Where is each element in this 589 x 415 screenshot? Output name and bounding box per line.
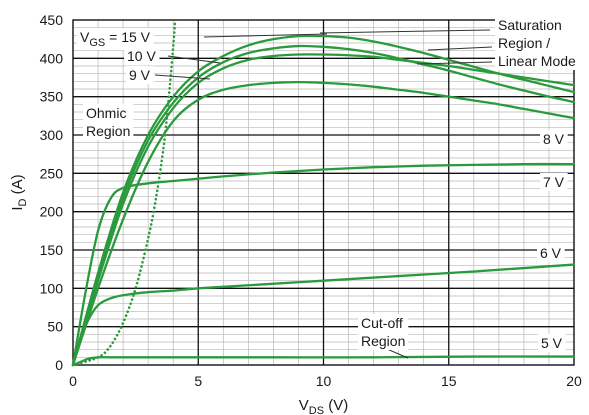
saturation-region-label: Saturation Region / Linear Mode (495, 16, 580, 70)
curve-label-9v-text: 9 V (129, 67, 151, 83)
x-tick-label: 5 (194, 373, 202, 389)
curve-label-5v: 5 V (538, 334, 566, 352)
y-tick-label: 450 (40, 12, 64, 28)
annotation-leader (167, 55, 221, 64)
x-tick-label: 15 (441, 373, 457, 389)
curve-label-6v: 6 V (537, 244, 565, 262)
curve-vgs-7v (71, 162, 576, 367)
y-tick-label: 50 (47, 319, 63, 335)
ohmic-region-label: Ohmic Region (83, 104, 134, 140)
curve-label-9v: 9 V (126, 66, 154, 84)
curve-vgs-9v (71, 53, 576, 367)
x-tick-label: 20 (566, 373, 582, 389)
y-axis-label: ID (A) (9, 174, 29, 210)
curve-label-7v: 7 V (540, 173, 568, 191)
ohmic-region-line-1: Ohmic (86, 105, 126, 121)
curve-label-vgs-15v: VGS = 15 V (80, 29, 151, 49)
annotation-leaders (154, 29, 493, 359)
plot-frame (72, 19, 575, 366)
y-tick-label: 0 (55, 357, 63, 373)
saturation-region-line-2: Region / (498, 35, 550, 51)
ohmic-region-line-2: Region (86, 123, 130, 139)
curve-label-8v-text: 8 V (543, 131, 565, 147)
y-tick-label: 200 (40, 204, 64, 220)
x-tick-label: 0 (69, 373, 77, 389)
y-tick-label: 300 (40, 127, 64, 143)
y-tick-label: 350 (40, 89, 64, 105)
major-grid (73, 20, 574, 365)
annotation-leader (416, 61, 493, 65)
x-tick-labels: 0 5 10 15 20 (69, 373, 582, 389)
curve-vgs-8v (71, 80, 576, 367)
curve-vgs-6v (71, 263, 576, 367)
saturation-region-line-3: Linear Mode (498, 53, 576, 69)
curve-label-7v-text: 7 V (543, 174, 565, 190)
curve-label-10v: 10 V (124, 47, 160, 65)
ohmic-saturation-boundary (71, 18, 177, 367)
cutoff-region-label: Cut-off Region (358, 314, 409, 350)
curve-vgs-10v (71, 44, 576, 367)
y-tick-label: 100 (40, 280, 64, 296)
y-tick-labels: 0 50 100 150 200 250 300 350 400 450 (40, 12, 64, 373)
y-tick-label: 400 (40, 50, 64, 66)
cutoff-region-line-2: Region (361, 333, 405, 349)
annotation-leader (154, 74, 211, 80)
x-tick-label: 10 (316, 373, 332, 389)
curve-label-8v: 8 V (540, 130, 568, 148)
cutoff-region-line-1: Cut-off (361, 315, 403, 331)
x-axis-label: VDS (V) (299, 397, 348, 415)
curve-label-5v-text: 5 V (541, 335, 563, 351)
curve-vgs-5v (71, 355, 576, 367)
annotation-leader (427, 46, 493, 51)
saturation-region-line-1: Saturation (498, 17, 562, 33)
curve-label-10v-text: 10 V (127, 48, 156, 64)
curves (71, 34, 576, 367)
y-tick-label: 250 (40, 165, 64, 181)
annotation-leader (319, 29, 491, 34)
curve-label-15v: VGS = 15 V (77, 28, 154, 50)
y-tick-label: 150 (40, 242, 64, 258)
curve-label-6v-text: 6 V (540, 245, 562, 261)
annotation-leader (203, 33, 328, 38)
